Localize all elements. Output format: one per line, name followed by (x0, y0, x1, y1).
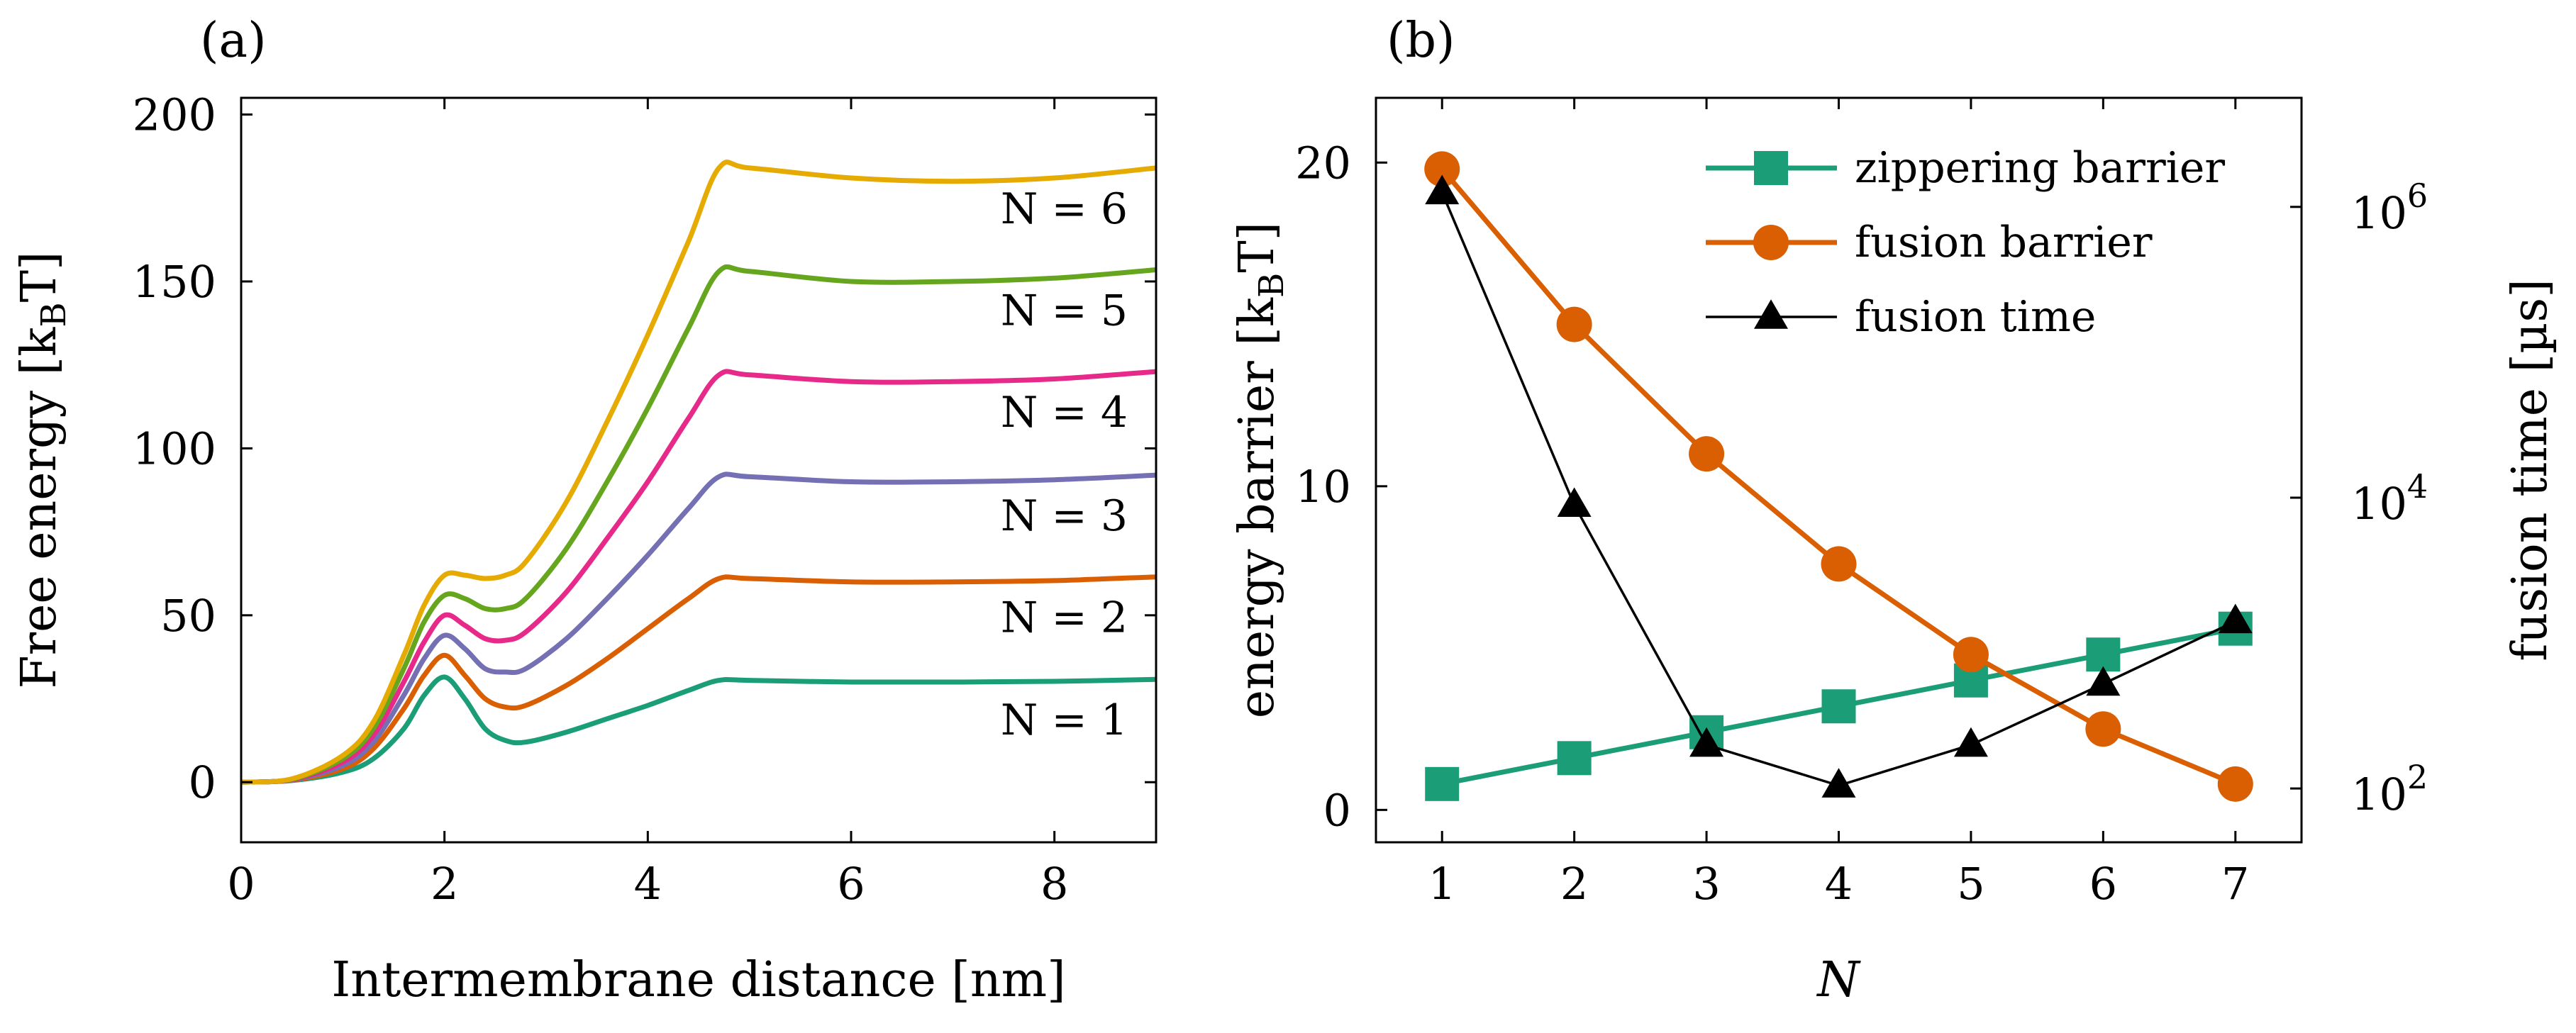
legend-zippering-barrier-label: zippering barrier (1855, 143, 2225, 193)
panel-a-curve-labels: N = 1 N = 2 N = 3 N = 4 N = 5 N = 6 (1001, 184, 1128, 745)
curve-label-n5: N = 5 (1001, 286, 1128, 335)
y-tick-label: 200 (133, 89, 216, 141)
panel-a-curves (240, 160, 1157, 785)
fusion-time-point (2218, 603, 2253, 634)
x-tick-label: 3 (1692, 858, 1720, 910)
panel-b-x-ticks: 1 2 3 4 5 6 7 (1428, 98, 2250, 910)
legend-fusion-time-marker (1754, 299, 1788, 329)
y2-tick-label: 106 (2351, 177, 2428, 239)
x-tick-label: 6 (2089, 858, 2117, 910)
legend-fusion-barrier-marker (1753, 225, 1789, 260)
x-tick-label: 6 (837, 858, 865, 910)
y2-tick-label: 104 (2351, 467, 2428, 530)
panel-a-y-axis-label-tail: T] (11, 251, 67, 302)
fusion-barrier-point (1689, 436, 1725, 472)
fusion-time-point (1689, 727, 1724, 757)
y2-tick-exponent: 2 (2407, 758, 2428, 796)
x-tick-label: 4 (1825, 858, 1853, 910)
curve-n1 (240, 674, 1157, 785)
fusion-time-point (1821, 768, 1856, 798)
panel-a-y-axis-label: Free energy [kBT] (11, 251, 74, 688)
y2-tick-base: 10 (2351, 187, 2407, 239)
zippering-barrier-point (1425, 766, 1460, 801)
y-tick-label: 0 (189, 756, 216, 808)
x-tick-label: 8 (1040, 858, 1068, 910)
y-tick-label: 50 (160, 590, 216, 642)
curve-label-n6: N = 6 (1001, 184, 1128, 234)
y2-tick-exponent: 6 (2407, 177, 2428, 215)
panel-b-y2-axis-label: fusion time [µs] (2502, 279, 2558, 661)
panel-b-y-ticks: 0 10 20 (1295, 137, 1387, 836)
curve-label-n3: N = 3 (1001, 491, 1128, 541)
curve-n5 (240, 264, 1157, 785)
curve-label-n4: N = 4 (1001, 388, 1128, 437)
panel-a-label: (a) (200, 13, 267, 69)
fusion-barrier-point (1953, 637, 1989, 673)
fusion-barrier-point (1821, 546, 1857, 582)
y-tick-label: 10 (1295, 461, 1351, 513)
panel-b-y-axis-label-sub: B (1252, 273, 1292, 298)
zippering-barrier-point (1821, 689, 1856, 724)
panel-b-label: (b) (1387, 13, 1455, 69)
fusion-barrier-point (1424, 151, 1460, 187)
panel-a-x-axis-label: Intermembrane distance [nm] (331, 952, 1065, 1008)
y-tick-label: 150 (133, 256, 216, 308)
y-tick-label: 20 (1295, 137, 1351, 189)
fusion-time-point (2086, 666, 2121, 696)
fusion-time-point (1557, 487, 1592, 518)
y2-tick-label: 102 (2351, 758, 2428, 820)
curve-n2 (240, 574, 1157, 785)
y2-tick-base: 10 (2351, 769, 2407, 820)
x-tick-label: 2 (431, 858, 458, 910)
panel-b-x-axis-label: N (1816, 952, 1861, 1008)
panel-a-y-axis-label-sub: B (34, 302, 74, 327)
panel-b-series (1424, 151, 2253, 802)
panel-b-legend: zippering barrier fusion barrier fusion ti… (1706, 143, 2225, 342)
y-tick-label: 0 (1323, 784, 1351, 836)
panel-b-frame (1375, 96, 2303, 844)
zippering-barrier-point (2086, 637, 2121, 672)
panel-b-y-axis-label: energy barrier [kBT] (1229, 222, 1292, 718)
y2-tick-base: 10 (2351, 478, 2407, 530)
legend-zippering-barrier-marker (1754, 151, 1788, 185)
panel-a-x-ticks: 0 2 4 6 8 (227, 98, 1068, 910)
x-tick-label: 5 (1957, 858, 1984, 910)
fusion-time-point (1425, 174, 1460, 205)
curve-label-n2: N = 2 (1001, 593, 1128, 643)
fusion-time-point (1953, 727, 1988, 757)
x-tick-label: 0 (227, 858, 255, 910)
panel-a-y-axis-label-main: Free energy [k (11, 327, 67, 689)
x-tick-label: 4 (634, 858, 662, 910)
x-tick-label: 2 (1560, 858, 1588, 910)
fusion-barrier-point (2217, 766, 2253, 802)
panel-b-y-axis-label-tail: T] (1229, 222, 1285, 273)
fusion-barrier-point (1556, 306, 1592, 342)
legend-fusion-barrier-label: fusion barrier (1855, 218, 2153, 267)
y-tick-label: 100 (133, 423, 216, 474)
y2-tick-exponent: 4 (2407, 467, 2428, 506)
panel-a-frame (240, 96, 1157, 844)
curve-n6 (240, 160, 1157, 785)
x-tick-label: 1 (1428, 858, 1455, 910)
zippering-barrier-point (1557, 741, 1592, 776)
panel-a-y-ticks: 0 50 100 150 200 (133, 89, 1156, 808)
curve-n4 (240, 369, 1157, 785)
fusion-barrier-point (2085, 711, 2121, 747)
curve-n3 (240, 471, 1157, 785)
legend-fusion-time-label: fusion time (1855, 292, 2096, 342)
panel-b-y-axis-label-main: energy barrier [k (1229, 297, 1285, 718)
x-tick-label: 7 (2221, 858, 2249, 910)
curve-label-n1: N = 1 (1001, 696, 1128, 745)
